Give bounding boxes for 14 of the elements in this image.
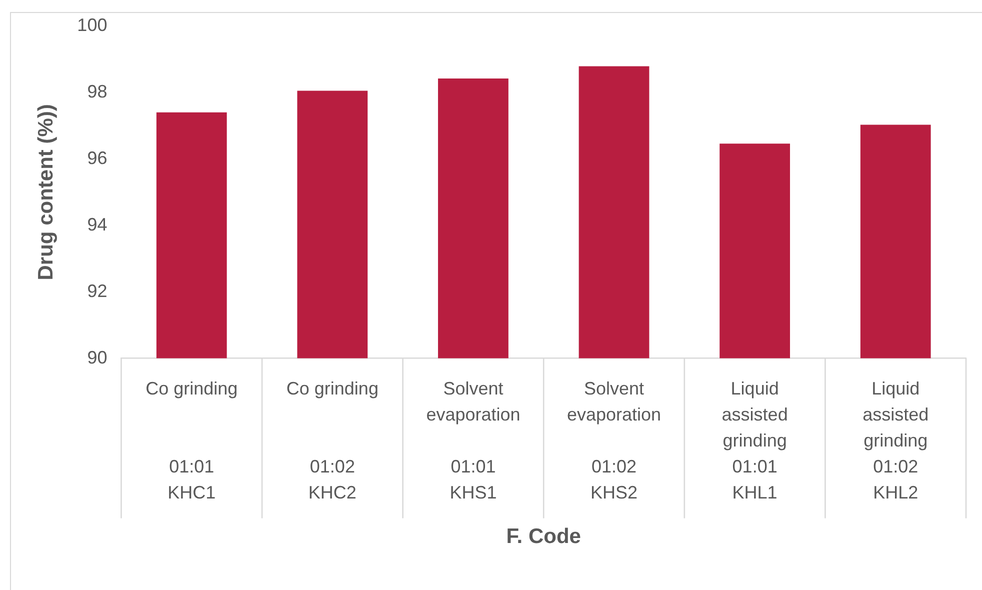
x-tick-label: Liquid assisted grinding 01:01 KHL1 <box>722 378 788 503</box>
x-axis-title: F. Code <box>506 525 581 548</box>
x-tick-label: Liquid assisted grinding 01:02 KHL2 <box>862 378 929 503</box>
y-tick-label: 92 <box>87 280 108 301</box>
category-label: Solvent evaporation 01:01 KHS1 <box>426 378 520 503</box>
y-tick-label: 94 <box>87 214 108 234</box>
y-axis-title: Drug content (%)) <box>34 104 58 280</box>
category-label: Co grinding 01:02 KHC2 <box>286 378 378 503</box>
category-label: Solvent evaporation 01:02 KHS2 <box>566 378 662 503</box>
y-tick-label: 96 <box>87 148 108 168</box>
y-tick-label: 100 <box>77 14 108 35</box>
y-tick-label: 98 <box>87 81 108 102</box>
category-label: Co grinding 01:01 KHC1 <box>146 378 238 503</box>
y-tick-label: 90 <box>87 347 108 368</box>
